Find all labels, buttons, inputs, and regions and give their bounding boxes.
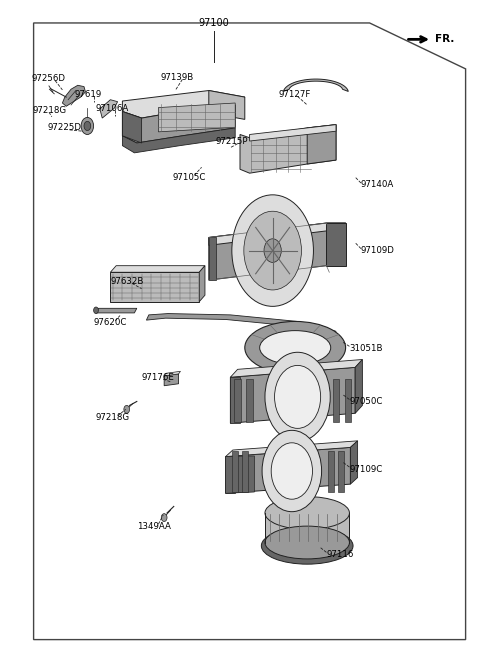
Polygon shape bbox=[345, 379, 351, 422]
Polygon shape bbox=[265, 513, 349, 543]
Text: 97632B: 97632B bbox=[110, 277, 144, 286]
Circle shape bbox=[244, 211, 301, 290]
Text: 97050C: 97050C bbox=[349, 397, 383, 406]
Polygon shape bbox=[232, 451, 238, 492]
Polygon shape bbox=[96, 308, 137, 313]
Polygon shape bbox=[146, 314, 336, 336]
Ellipse shape bbox=[94, 307, 98, 314]
Text: 97225D: 97225D bbox=[48, 123, 82, 133]
Circle shape bbox=[265, 352, 330, 441]
Polygon shape bbox=[283, 79, 348, 91]
Polygon shape bbox=[122, 128, 235, 153]
Text: 97106A: 97106A bbox=[96, 104, 129, 113]
Text: 97218G: 97218G bbox=[96, 413, 130, 422]
Text: 97619: 97619 bbox=[74, 90, 102, 99]
Polygon shape bbox=[350, 441, 358, 484]
Text: 97139B: 97139B bbox=[161, 73, 194, 82]
Polygon shape bbox=[110, 272, 199, 302]
Polygon shape bbox=[164, 371, 180, 376]
Circle shape bbox=[262, 430, 322, 512]
Text: 97100: 97100 bbox=[198, 18, 229, 28]
Text: 1349AA: 1349AA bbox=[137, 522, 171, 531]
Polygon shape bbox=[122, 112, 142, 143]
Polygon shape bbox=[307, 125, 336, 164]
Polygon shape bbox=[328, 451, 334, 492]
Polygon shape bbox=[226, 456, 254, 493]
Ellipse shape bbox=[261, 527, 353, 564]
Circle shape bbox=[161, 514, 167, 522]
Polygon shape bbox=[158, 103, 235, 132]
Polygon shape bbox=[209, 91, 245, 119]
Polygon shape bbox=[338, 451, 344, 492]
Polygon shape bbox=[230, 359, 362, 377]
Text: 97116: 97116 bbox=[326, 550, 354, 559]
Polygon shape bbox=[355, 359, 362, 413]
Ellipse shape bbox=[260, 331, 331, 365]
Text: 97215P: 97215P bbox=[216, 137, 249, 146]
Circle shape bbox=[271, 443, 312, 499]
Polygon shape bbox=[230, 377, 240, 423]
Polygon shape bbox=[122, 91, 245, 118]
Polygon shape bbox=[226, 441, 358, 457]
Polygon shape bbox=[164, 374, 179, 386]
Polygon shape bbox=[326, 223, 346, 266]
Circle shape bbox=[275, 365, 321, 428]
Ellipse shape bbox=[265, 497, 349, 529]
Text: 97127F: 97127F bbox=[278, 90, 311, 99]
Polygon shape bbox=[122, 105, 235, 143]
Ellipse shape bbox=[265, 526, 349, 559]
Polygon shape bbox=[242, 451, 248, 492]
Polygon shape bbox=[62, 85, 85, 106]
Polygon shape bbox=[250, 125, 336, 141]
Text: 97176E: 97176E bbox=[142, 373, 174, 382]
Polygon shape bbox=[230, 367, 355, 423]
Polygon shape bbox=[226, 447, 350, 493]
Polygon shape bbox=[333, 379, 339, 422]
Text: 97105C: 97105C bbox=[173, 173, 206, 182]
Text: 97256D: 97256D bbox=[31, 74, 65, 83]
Polygon shape bbox=[199, 266, 205, 302]
Circle shape bbox=[264, 239, 281, 262]
Text: 97218G: 97218G bbox=[33, 106, 67, 115]
Polygon shape bbox=[100, 100, 118, 118]
Polygon shape bbox=[246, 379, 253, 422]
Polygon shape bbox=[209, 223, 346, 280]
Polygon shape bbox=[110, 266, 205, 272]
Text: FR.: FR. bbox=[435, 34, 455, 45]
Polygon shape bbox=[209, 223, 346, 245]
Polygon shape bbox=[226, 457, 235, 493]
Circle shape bbox=[81, 117, 94, 134]
Text: 97140A: 97140A bbox=[361, 180, 394, 190]
Circle shape bbox=[232, 195, 313, 306]
Circle shape bbox=[124, 405, 130, 413]
Text: 31051B: 31051B bbox=[349, 344, 383, 353]
Ellipse shape bbox=[245, 321, 346, 374]
Text: 97620C: 97620C bbox=[94, 318, 127, 327]
Circle shape bbox=[84, 121, 91, 131]
Polygon shape bbox=[234, 379, 241, 422]
Text: 97109C: 97109C bbox=[349, 464, 383, 474]
Polygon shape bbox=[240, 125, 336, 173]
Polygon shape bbox=[209, 237, 216, 280]
Text: 97109D: 97109D bbox=[361, 246, 395, 255]
